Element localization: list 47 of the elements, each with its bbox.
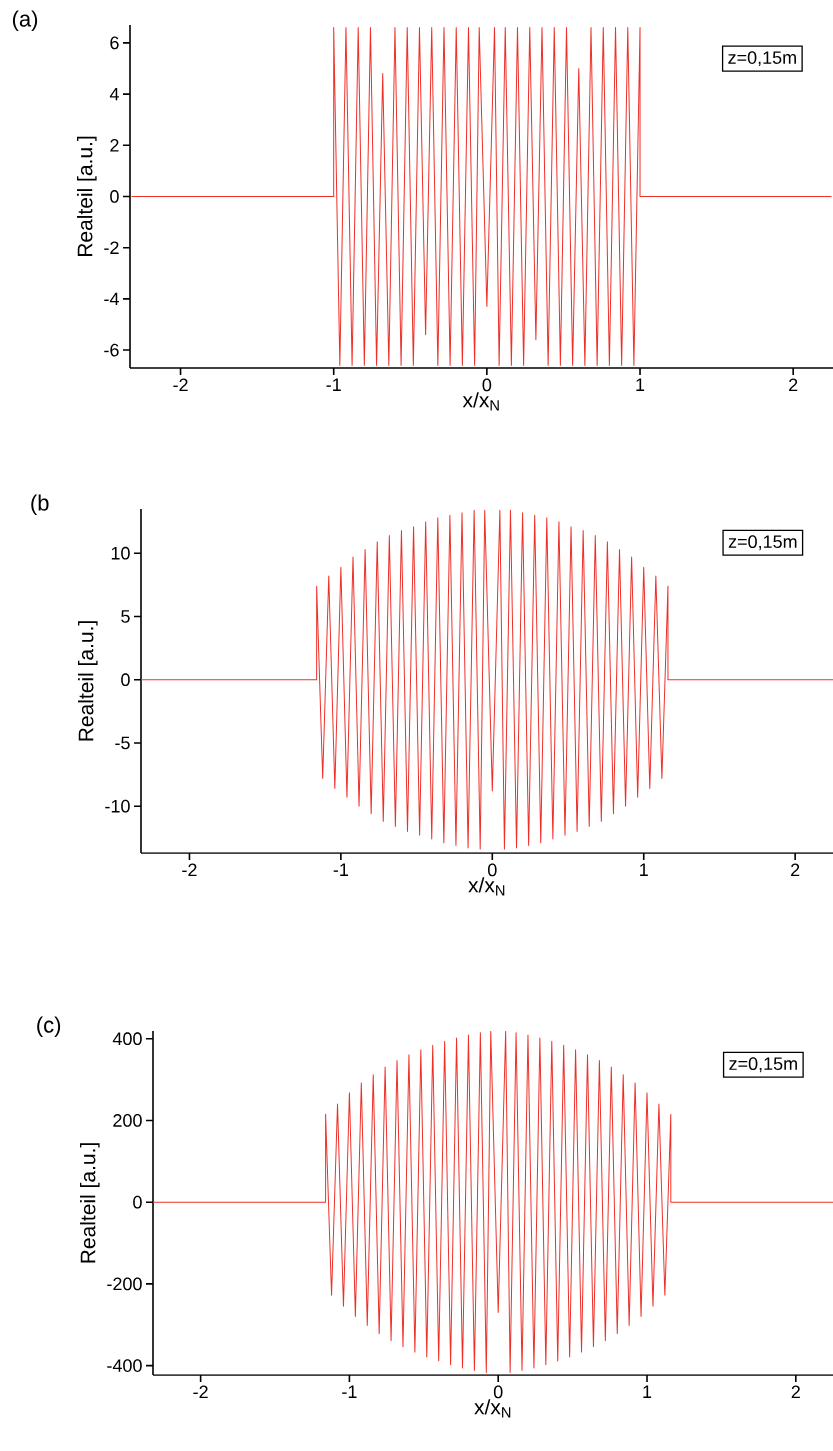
y-tick-label: 0	[121, 673, 130, 687]
y-tick-label: -400	[107, 1359, 142, 1372]
chart-title: (b	[31, 494, 49, 516]
x-tick-label: -1	[326, 378, 341, 391]
chart-title: (c)	[37, 1016, 61, 1038]
y-tick-label: 0	[110, 190, 119, 203]
line-series	[153, 1030, 833, 1374]
annotation: z=0,15m	[728, 51, 796, 67]
line-series	[131, 27, 832, 366]
x-tick-label: 0	[488, 863, 497, 877]
x-tick-label: 1	[643, 1385, 652, 1398]
chart-title: (a)	[12, 10, 38, 32]
y-tick-label: -6	[104, 343, 119, 357]
x-axis-title: x/x$_{N}$	[474, 1399, 511, 1418]
y-tick-label: 4	[109, 87, 119, 101]
y-tick-label: 5	[121, 610, 130, 623]
x-tick-label: -1	[333, 863, 348, 876]
y-tick-label: -2	[104, 241, 119, 254]
y-tick-label: -200	[107, 1277, 142, 1291]
x-tick-label: 0	[482, 378, 492, 392]
annotation: z=0,15m	[729, 1057, 797, 1073]
x-tick-label: 2	[791, 863, 800, 877]
y-axis-title: Realteil [a.u.]	[80, 1143, 100, 1263]
annotation: z=0,15m	[728, 535, 797, 551]
y-tick-label: 200	[113, 1114, 142, 1127]
y-tick-label: 6	[110, 36, 119, 50]
y-tick-label: 400	[112, 1032, 142, 1046]
x-axis-title: x/x$_{N}$	[468, 877, 505, 896]
x-tick-label: -2	[193, 1385, 208, 1399]
y-tick-label: 0	[133, 1195, 142, 1209]
line-series	[141, 509, 833, 850]
y-tick-label: 2	[110, 139, 119, 152]
x-tick-label: 1	[640, 863, 648, 876]
x-tick-label: -2	[182, 863, 197, 877]
x-axis-title: x/x$_{N}$	[462, 392, 499, 411]
x-tick-label: 2	[789, 378, 798, 392]
x-tick-label: 1	[636, 378, 645, 391]
x-tick-label: 0	[493, 1385, 503, 1399]
y-tick-label: -5	[115, 736, 130, 750]
y-tick-label: 10	[111, 546, 130, 560]
y-axis-title: Realteil [a.u.]	[77, 136, 97, 257]
x-tick-label: -2	[173, 378, 188, 392]
x-tick-label: -1	[342, 1385, 357, 1398]
y-axis-title: Realteil [a.u.]	[78, 621, 98, 741]
y-tick-label: -4	[104, 292, 119, 306]
y-tick-label: -10	[105, 799, 130, 813]
x-tick-label: 2	[791, 1385, 800, 1399]
